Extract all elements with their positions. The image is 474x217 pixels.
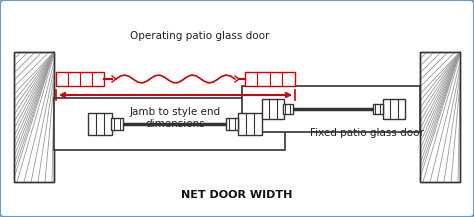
Bar — [283, 104, 293, 114]
Text: NET DOOR WIDTH: NET DOOR WIDTH — [182, 190, 292, 200]
Text: Jamb to style end
dimensions: Jamb to style end dimensions — [130, 107, 221, 129]
Bar — [420, 52, 460, 182]
Bar — [262, 99, 284, 119]
Bar — [242, 86, 420, 132]
Bar — [56, 72, 104, 86]
Text: Fixed patio glass door: Fixed patio glass door — [310, 128, 424, 138]
Bar — [88, 113, 112, 135]
Bar — [373, 104, 383, 114]
Bar — [238, 113, 262, 135]
Bar — [245, 72, 295, 86]
Bar — [383, 99, 405, 119]
Bar — [14, 52, 54, 182]
Bar — [14, 52, 54, 182]
Bar — [111, 118, 123, 130]
Text: Operating patio glass door: Operating patio glass door — [130, 31, 270, 41]
Bar — [420, 52, 460, 182]
Bar — [54, 98, 285, 150]
Bar — [226, 118, 238, 130]
